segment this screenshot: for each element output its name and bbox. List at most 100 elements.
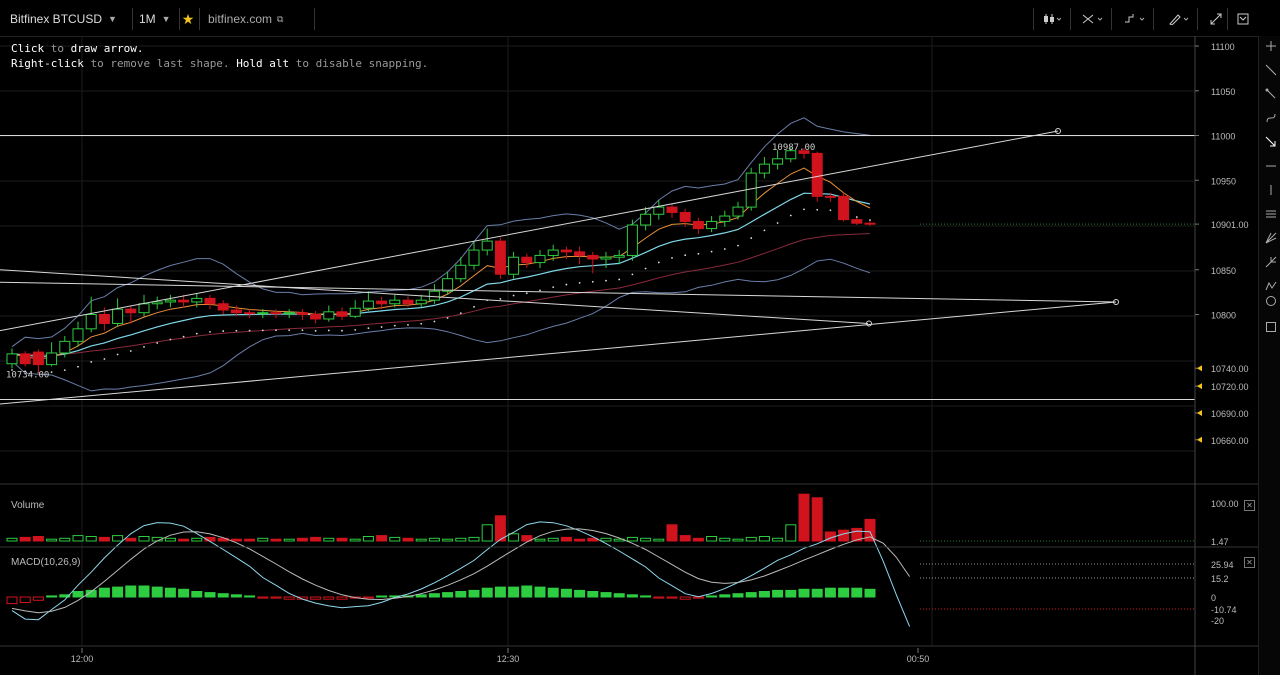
favorite-star-button[interactable]: ★ [177,8,200,30]
sar-dot [156,342,159,344]
candle-body [455,264,467,280]
volume-bar [666,524,678,542]
volume-bar [758,536,770,542]
circle-icon[interactable] [1265,295,1277,307]
sar-dot [209,330,211,333]
top-toolbar: Bitfinex BTCUSD ▼ 1M ▼ ★ bitfinex.com ⧉ [0,0,1280,37]
sar-dot [552,286,555,289]
sar-dot [433,320,436,323]
candle-body [112,308,124,324]
fan-icon[interactable] [1265,232,1277,244]
sar-dot [354,328,357,331]
drawing-overlays[interactable] [0,128,1195,405]
chart-area[interactable]: 10987.00 10734.00 100.00 1.47 25.94 15.2 0 -1… [0,36,1258,675]
candle-body [653,206,665,215]
volume-bar [481,524,493,542]
candle-body [19,353,31,365]
candle-body [178,299,190,303]
sar-dot [697,252,700,255]
candle-body [811,152,823,197]
line-tool-button[interactable] [1117,8,1154,30]
sar-dot [261,329,264,332]
hint-to: to [44,42,71,55]
macd-tick-label: 25.94 [1211,560,1234,570]
volume-bar [6,537,18,542]
curve-icon[interactable] [1265,112,1277,124]
macd-pane: 25.94 15.2 0 -10.74-20 [6,521,1237,627]
volume-bar [178,538,190,542]
interval-selector[interactable]: 1M ▼ [132,8,180,30]
sar-dot [869,219,871,222]
plus-icon[interactable] [1265,40,1277,52]
volume-bar [785,524,797,542]
horizontal-line-icon[interactable] [1265,160,1277,172]
vertical-line-icon[interactable] [1265,184,1277,196]
candle-body [534,254,546,264]
candle-body [6,353,18,365]
macd-histogram-bar [824,587,836,598]
candle-body [494,240,506,275]
volume-bar [296,537,308,542]
sar-dot [816,208,819,211]
crosshair-tool-button[interactable] [1075,8,1112,30]
macd-histogram-bar [125,585,137,598]
snapshot-icon [1237,13,1249,25]
candle-body [46,352,58,366]
sar-dot [459,312,462,314]
macd-histogram-bar [719,594,731,598]
macd-tick-label: -10.74 [1211,605,1237,615]
pitchfork-icon[interactable] [1265,256,1277,268]
macd-histogram-bar [574,589,586,598]
macd-close-icon[interactable]: ✕ [1244,557,1255,568]
candle-body [85,314,97,330]
candle-body [244,312,256,315]
symbol-selector[interactable]: Bitfinex BTCUSD ▼ [4,8,133,30]
pattern-icon[interactable] [1265,280,1277,292]
price-pane[interactable]: 10987.00 10734.00 [6,117,1195,392]
sar-dot [341,329,343,332]
macd-histogram-bar [59,594,71,598]
candle-body [428,290,440,301]
line-icon[interactable] [1265,64,1277,76]
volume-bar [534,538,546,542]
candle-body [59,340,71,354]
volume-bar [811,497,823,542]
price-tick-label: 11000 [1211,132,1235,142]
candle-body [98,314,110,324]
candle-body [310,314,322,320]
chevron-down-icon: ▼ [161,14,171,24]
candle-body [574,251,586,256]
price-tick-label: 10660.00 [1211,436,1249,446]
sar-dot [525,292,528,295]
macd-histogram-bar [428,593,440,598]
arrow-icon[interactable] [1265,136,1277,148]
candle-body [679,211,691,222]
parallel-lines-icon[interactable] [1265,208,1277,220]
candle-body [270,312,282,315]
candle-body [666,206,678,213]
sar-dot [710,250,713,253]
ray-icon[interactable] [1265,88,1277,100]
sar-dot [618,278,621,281]
rectangle-icon[interactable] [1265,321,1277,333]
price-tick-label: 10690.00 [1211,409,1249,419]
macd-pane-title: MACD(10,26,9) [11,557,81,568]
source-link[interactable]: bitfinex.com ⧉ [201,8,315,30]
indicators-button[interactable] [1033,8,1071,30]
volume-bar [626,536,638,542]
sar-dot [578,281,581,284]
fullscreen-button[interactable] [1205,8,1228,30]
volume-bar [19,536,31,542]
alert-marker-icon [1197,383,1202,390]
draw-tool-button[interactable] [1161,8,1198,30]
candle-body [283,312,295,315]
macd-histogram-bar [785,589,797,598]
screenshot-button[interactable] [1231,8,1255,30]
sar-dot [90,361,93,363]
volume-bar [336,537,348,542]
sar-dot [446,317,449,319]
volume-bar [164,537,176,542]
volume-close-icon[interactable]: ✕ [1244,500,1255,511]
candle-body [125,308,137,314]
macd-histogram-bar [6,596,18,605]
